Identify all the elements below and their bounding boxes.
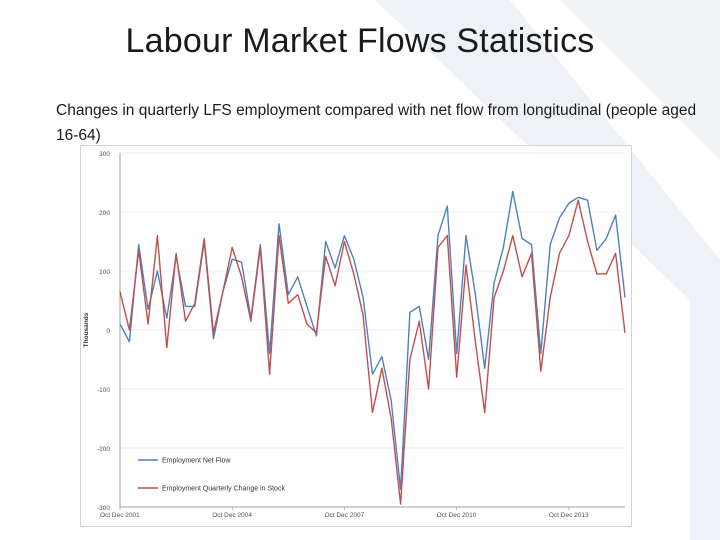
chart-subtitle: Changes in quarterly LFS employment comp… — [56, 102, 697, 144]
y-tick-label: -100 — [97, 387, 110, 394]
x-tick-label: Oct Dec 2007 — [324, 512, 364, 519]
legend-label-1: Employment Net Flow — [162, 458, 231, 465]
y-axis-title: Thousands — [83, 312, 90, 347]
y-tick-label: 100 — [99, 269, 110, 276]
y-tick-label: 0 — [106, 328, 110, 335]
y-tick-label: -300 — [97, 505, 110, 512]
page-title: Labour Market Flows Statistics — [125, 22, 595, 60]
legend-label-2: Employment Quarterly Change in Stock — [162, 486, 285, 493]
x-tick-label: Oct Dec 2010 — [437, 512, 477, 519]
line-chart: -300 -200 -100 0 100 200 300 Thousands Oct Dec 2… — [83, 151, 626, 519]
x-tick-label: Oct Dec 2001 — [100, 512, 140, 519]
series-line-1 — [119, 190, 626, 490]
x-tick-label: Oct Dec 2004 — [212, 512, 252, 519]
y-tick-label: 200 — [99, 210, 110, 217]
y-tick-label: 300 — [99, 151, 110, 158]
x-tick-label: Oct Dec 2013 — [549, 512, 589, 519]
y-tick-label: -200 — [97, 446, 110, 453]
